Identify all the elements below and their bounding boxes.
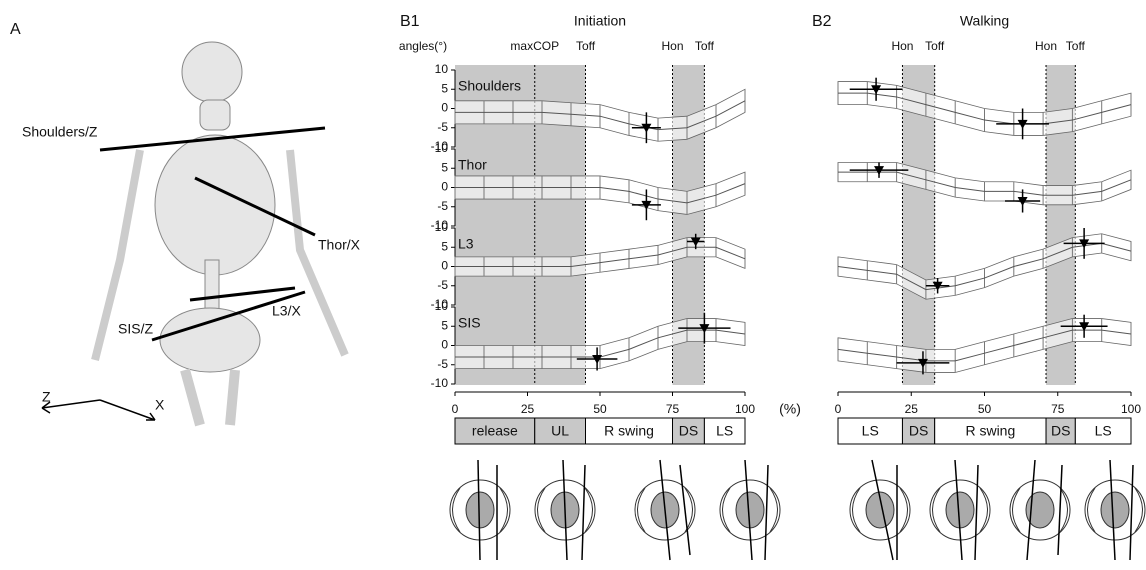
mean-line <box>455 100 746 131</box>
pelvis-icons <box>449 459 1146 561</box>
event-marker <box>874 166 885 176</box>
mean-line <box>838 171 1132 196</box>
phase-label: DS <box>679 423 698 439</box>
y-tick-label: 5 <box>441 81 448 95</box>
event-marker <box>1017 119 1028 129</box>
axis-label: X <box>155 397 165 413</box>
y-tick-label: 10 <box>435 220 449 234</box>
y-tick-label: -5 <box>437 278 448 292</box>
event-label: Toff <box>695 39 715 53</box>
x-unit: (%) <box>779 401 801 417</box>
phase-label: LS <box>716 423 733 439</box>
x-tick-label: 0 <box>835 402 842 416</box>
x-tick-label: 25 <box>905 402 919 416</box>
event-marker <box>690 237 701 247</box>
segment-lines <box>99 126 326 342</box>
event-label: Hon <box>1035 39 1057 53</box>
event-label: Hon <box>891 39 913 53</box>
mean-line <box>837 329 1132 362</box>
mean-line <box>837 242 1132 291</box>
event-marker <box>871 85 882 95</box>
event-marker <box>699 324 710 334</box>
event-label: Toff <box>925 39 945 53</box>
phase-label: UL <box>551 423 569 439</box>
phase-box <box>837 417 903 445</box>
event-marker <box>641 123 652 133</box>
phase-box <box>534 417 586 445</box>
phase-label: R swing <box>965 423 1015 439</box>
x-tick-label: 25 <box>521 402 535 416</box>
axis-arrows <box>41 399 156 421</box>
x-tick-label: 75 <box>1051 402 1065 416</box>
segment-label: Shoulders/Z <box>22 124 98 140</box>
x-tick-label: 0 <box>452 402 459 416</box>
subplot-name: Thor <box>458 157 487 173</box>
y-tick-label: 0 <box>441 338 448 352</box>
y-tick-label: 0 <box>441 259 448 273</box>
phase-label: release <box>472 423 518 439</box>
y-axis-label: angles(°) <box>399 39 447 53</box>
y-tick-label: 10 <box>435 62 449 76</box>
subplot-name: SIS <box>458 315 481 331</box>
phase-box <box>901 417 936 445</box>
event-label: Toff <box>1066 39 1086 53</box>
y-tick-label: -5 <box>437 199 448 213</box>
y-tick-label: 5 <box>441 160 448 174</box>
x-tick-label: 100 <box>735 402 755 416</box>
phase-label: LS <box>862 423 879 439</box>
phase-box <box>1074 417 1132 445</box>
phase-box <box>672 417 705 445</box>
phase-label: LS <box>1095 423 1112 439</box>
panel-label: A <box>10 21 21 38</box>
event-marker <box>917 358 928 368</box>
y-tick-label: 10 <box>435 141 449 155</box>
phase-box <box>703 417 746 445</box>
y-tick-label: -10 <box>431 218 449 232</box>
segment-label: SIS/Z <box>118 321 153 337</box>
subplot-name: Shoulders <box>458 78 521 94</box>
event-label: Hon <box>661 39 683 53</box>
mean-line <box>455 183 746 204</box>
axis-label: Z <box>42 389 51 405</box>
y-tick-label: 0 <box>441 101 448 115</box>
event-marker <box>1079 239 1090 249</box>
y-tick-label: -10 <box>431 139 449 153</box>
event-marker <box>641 200 652 210</box>
y-tick-label: -10 <box>431 297 449 311</box>
x-tick-label: 50 <box>593 402 607 416</box>
panel-label: B2 <box>812 13 832 30</box>
x-tick-label: 100 <box>1121 402 1141 416</box>
segment-label: L3/X <box>272 303 301 319</box>
y-tick-label: 5 <box>441 318 448 332</box>
panel-title: Initiation <box>574 13 626 29</box>
phase-label: DS <box>909 423 928 439</box>
y-tick-label: -10 <box>431 376 449 390</box>
event-marker <box>1017 196 1028 206</box>
y-tick-label: -5 <box>437 357 448 371</box>
skeleton <box>91 41 349 427</box>
shaded-region <box>902 65 935 385</box>
x-tick-label: 75 <box>666 402 680 416</box>
event-marker <box>932 281 943 291</box>
phase-box <box>1045 417 1076 445</box>
x-tick-label: 50 <box>978 402 992 416</box>
event-label: maxCOP <box>510 39 559 53</box>
panel-title: Walking <box>960 13 1009 29</box>
y-tick-label: -5 <box>437 120 448 134</box>
y-tick-label: 10 <box>435 299 449 313</box>
mean-line <box>455 246 746 267</box>
event-marker <box>1079 322 1090 332</box>
panel-label: B1 <box>400 13 420 30</box>
phase-box <box>454 417 536 445</box>
phase-label: DS <box>1051 423 1070 439</box>
phase-label: R swing <box>604 423 654 439</box>
mean-line <box>838 92 1132 125</box>
event-marker <box>592 354 603 364</box>
y-tick-label: 5 <box>441 239 448 253</box>
segment-label: Thor/X <box>318 237 361 253</box>
y-tick-label: 0 <box>441 180 448 194</box>
event-label: Toff <box>576 39 596 53</box>
subplot-name: L3 <box>458 236 474 252</box>
